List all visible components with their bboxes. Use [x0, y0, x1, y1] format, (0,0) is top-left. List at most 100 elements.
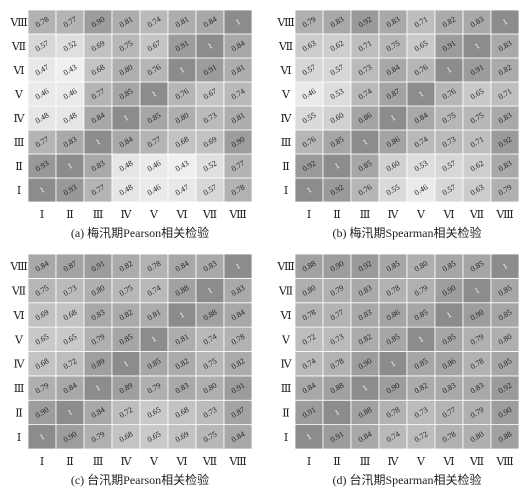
heatmap-cell: [434, 33, 464, 59]
heatmap-cell: [294, 399, 324, 426]
heatmap-cell: [294, 153, 324, 179]
heatmap-cell: [111, 351, 141, 377]
heatmap-cell: [462, 81, 492, 107]
heatmap-cell: [167, 253, 197, 279]
heatmap-cell: [490, 253, 520, 279]
heatmap-cell: [223, 351, 253, 377]
heatmap-cell: [223, 57, 253, 83]
cell-value-label: 1: [389, 113, 397, 123]
heatmap-cell: [223, 33, 253, 59]
heatmap-cell: [223, 153, 253, 179]
heatmap-cell: [378, 253, 408, 279]
x-tick-label: Ⅰ: [307, 209, 311, 221]
heatmap-cell: [167, 351, 197, 377]
heatmap-cell: [294, 253, 324, 279]
heatmap-cell: [434, 277, 464, 304]
x-tick-label: Ⅶ: [202, 456, 217, 468]
heatmap-cell: [27, 129, 57, 155]
x-tick-label: Ⅷ: [495, 456, 513, 468]
heatmap-cell: [55, 57, 85, 83]
heatmap-cell: [350, 9, 380, 35]
y-tick-label: Ⅲ: [14, 383, 25, 395]
y-tick-label: Ⅰ: [17, 432, 21, 444]
cell-value-label: 1: [150, 89, 158, 99]
x-tick-label: Ⅴ: [416, 456, 426, 468]
y-tick-label: Ⅳ: [281, 113, 293, 125]
heatmap-cell: [378, 81, 408, 107]
heatmap-cell: [462, 33, 492, 59]
heatmap-cell: [27, 253, 57, 279]
cell-value-label: 1: [305, 432, 313, 442]
x-tick-label: Ⅳ: [388, 209, 400, 221]
heatmap-cell: [55, 424, 85, 450]
heatmap-cell: [490, 351, 520, 377]
x-tick-label: Ⅷ: [228, 456, 246, 468]
y-tick-label: Ⅷ: [9, 261, 27, 273]
heatmap-cell: [167, 399, 197, 426]
heatmap-cell: [195, 57, 225, 83]
heatmap-cell: [378, 33, 408, 59]
heatmap-cell: [27, 399, 57, 426]
heatmap-cell: [322, 129, 352, 155]
y-tick-label: Ⅲ: [281, 383, 292, 395]
heatmap-cell: [167, 129, 197, 155]
y-tick-label: Ⅶ: [278, 41, 293, 53]
heatmap-cell: [350, 399, 380, 426]
heatmap-cell: [83, 302, 113, 328]
heatmap-cell: [139, 105, 169, 131]
heatmap-cell: [167, 326, 197, 352]
y-tick-label: Ⅷ: [276, 261, 294, 273]
heatmap-cell: [378, 326, 408, 352]
heatmap-cell: [55, 253, 85, 279]
heatmap-cell: [195, 177, 225, 203]
heatmap-cell: [350, 33, 380, 59]
heatmap-cell: [111, 57, 141, 83]
heatmap-cell: [294, 81, 324, 107]
y-tick-label: Ⅶ: [278, 286, 293, 298]
heatmap-cell: [167, 375, 197, 401]
y-tick-label: Ⅵ: [279, 310, 291, 322]
x-tick-label: Ⅵ: [175, 209, 187, 221]
heatmap-cell: [139, 253, 169, 279]
heatmap-cell: [322, 9, 352, 35]
heatmap-cell: [294, 302, 324, 328]
heatmap-cell: [490, 399, 520, 426]
heatmap-cell: [83, 33, 113, 59]
cell-value-label: 1: [389, 359, 397, 369]
heatmap-cell: [167, 81, 197, 107]
cell-value-label: 1: [333, 408, 341, 418]
heatmap-cell: [462, 302, 492, 328]
y-tick-label: Ⅴ: [14, 334, 24, 346]
cell-value-label: 1: [361, 137, 369, 147]
cell-value-label: 1: [305, 185, 313, 195]
cell-value-label: 1: [445, 65, 453, 75]
heatmap-panel-1: 1 0.93 0.77 0.48 0.46 0.47 0.57 0.780.93 1 0.83 0.…: [9, 9, 253, 240]
cell-value-label: 1: [122, 113, 130, 123]
cell-value-label: 1: [66, 161, 74, 171]
x-tick-label: Ⅳ: [388, 456, 400, 468]
heatmap-cell: [350, 177, 380, 203]
y-tick-label: Ⅱ: [15, 161, 22, 173]
cell-value-label: 1: [38, 185, 46, 195]
heatmap-cell: [111, 326, 141, 352]
heatmap-cell: [223, 424, 253, 450]
y-tick-label: Ⅰ: [17, 185, 21, 197]
heatmap-cell: [55, 277, 85, 304]
chart-caption: (d) 台汛期Spearman相关检验: [333, 472, 482, 487]
heatmap-panel-4: 1 0.91 0.84 0.74 0.72 0.78 0.80 0.880.91 1 0.88 0.…: [276, 253, 520, 487]
heatmap-cell: [195, 253, 225, 279]
heatmap-cell: [406, 33, 436, 59]
heatmap-cell: [378, 302, 408, 328]
y-tick-label: Ⅴ: [281, 334, 291, 346]
heatmap-cell: [350, 253, 380, 279]
heatmap-cell: [83, 9, 113, 35]
heatmap-cell: [322, 253, 352, 279]
heatmap-cell: [462, 105, 492, 131]
heatmap-panel-3: 1 0.90 0.79 0.68 0.65 0.69 0.75 0.840.90 1 0.84 0.…: [9, 253, 253, 487]
heatmap-cell: [490, 33, 520, 59]
x-tick-label: Ⅵ: [175, 456, 187, 468]
heatmap-cell: [490, 153, 520, 179]
heatmap-cell: [406, 326, 436, 352]
heatmap-cell: [350, 129, 380, 155]
